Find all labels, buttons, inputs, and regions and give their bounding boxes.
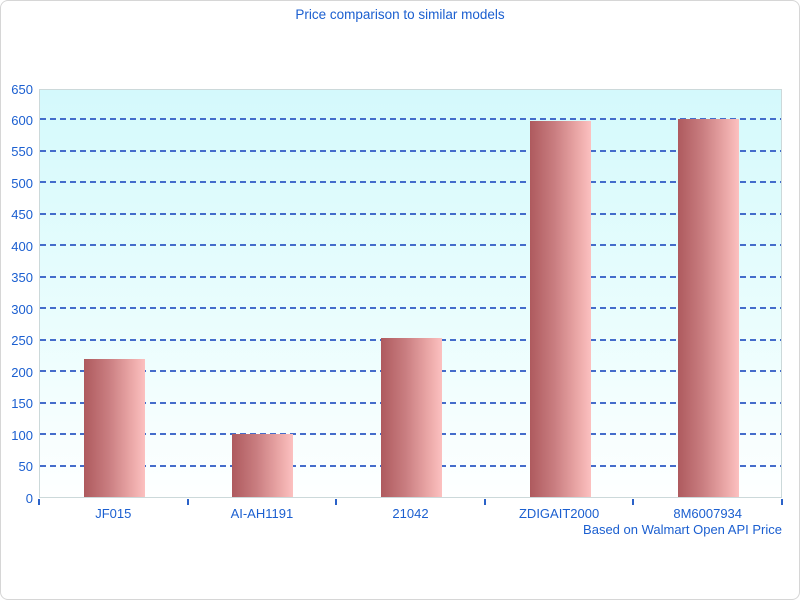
gridline-600 — [40, 118, 781, 121]
y-tick-label-200: 200 — [11, 364, 33, 380]
y-tick-label-100: 100 — [11, 427, 33, 443]
x-axis-tick — [632, 499, 635, 505]
gridline-550 — [40, 149, 781, 152]
x-axis-tick — [781, 499, 783, 505]
chart-footer: Based on Walmart Open API Price — [583, 522, 782, 537]
y-tick-label-350: 350 — [11, 270, 33, 286]
y-tick-label-650: 650 — [11, 81, 33, 97]
gridline-500 — [40, 181, 781, 184]
y-tick-label-600: 600 — [11, 112, 33, 128]
x-tick-label-AI-AH1191: AI-AH1191 — [230, 506, 294, 521]
x-axis-tick — [483, 499, 486, 505]
x-axis-tick — [335, 499, 338, 505]
y-tick-label-300: 300 — [11, 301, 33, 317]
x-tick-label-8M6007934: 8M6007934 — [673, 506, 743, 521]
plot-area — [39, 89, 782, 498]
bar-AI-AH1191 — [232, 434, 294, 497]
y-tick-label-400: 400 — [11, 238, 33, 254]
x-tick-label-ZDIGAIT2000: ZDIGAIT2000 — [518, 506, 600, 521]
x-axis-tick — [186, 499, 189, 505]
y-tick-label-0: 0 — [25, 490, 33, 506]
x-axis-tick — [38, 499, 40, 505]
y-tick-label-500: 500 — [11, 175, 33, 191]
x-tick-label-21042: 21042 — [392, 506, 429, 521]
gridline-450 — [40, 212, 781, 215]
y-tick-label-250: 250 — [11, 333, 33, 349]
y-tick-label-50: 50 — [18, 459, 33, 475]
chart-title: Price comparison to similar models — [295, 7, 505, 22]
bar-ZDIGAIT2000 — [529, 120, 591, 497]
gridline-400 — [40, 244, 781, 247]
bar-8M6007934 — [678, 118, 740, 497]
y-tick-label-550: 550 — [11, 144, 33, 160]
gridline-350 — [40, 275, 781, 278]
gridline-300 — [40, 307, 781, 310]
bar-21042 — [381, 337, 442, 497]
y-tick-label-450: 450 — [11, 207, 33, 223]
bar-JF015 — [83, 358, 145, 497]
x-tick-label-JF015: JF015 — [95, 506, 132, 521]
y-tick-label-150: 150 — [11, 396, 33, 412]
